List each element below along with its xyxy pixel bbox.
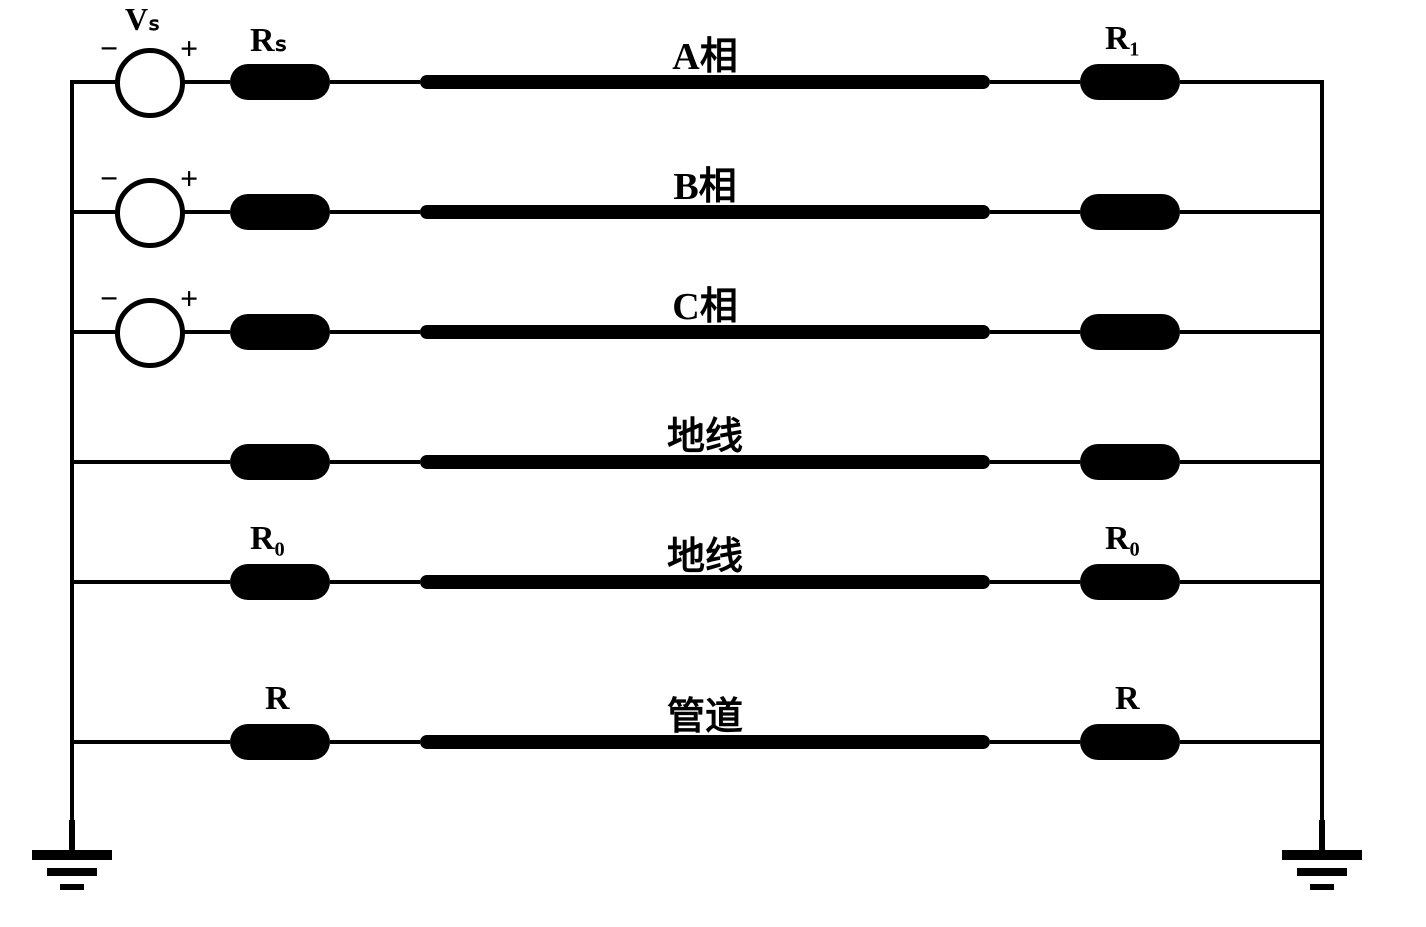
resistor-gw1-right xyxy=(1080,444,1180,480)
left-ground-icon xyxy=(32,820,112,900)
resistor-pipe-left xyxy=(230,724,330,760)
line-c-label: C相 xyxy=(605,275,805,330)
wire-pipe-4 xyxy=(990,740,1080,744)
right-ground-stem xyxy=(1320,780,1324,820)
wire-b-5 xyxy=(1180,210,1324,214)
wire-c-3 xyxy=(330,330,420,334)
wire-b-left xyxy=(70,210,120,214)
wire-b-3 xyxy=(330,210,420,214)
resistor-c-right xyxy=(1080,314,1180,350)
wire-c-4 xyxy=(990,330,1080,334)
wire-gw1-left xyxy=(70,460,230,464)
wire-pipe-3 xyxy=(330,740,420,744)
resistor-gw2-right xyxy=(1080,564,1180,600)
line-gw1-label: 地线 xyxy=(605,405,805,460)
resistor-pipe-right xyxy=(1080,724,1180,760)
wire-pipe-left xyxy=(70,740,230,744)
resistor-a-left xyxy=(230,64,330,100)
wire-pipe-5 xyxy=(1180,740,1324,744)
polarity-a-plus: + xyxy=(180,30,198,67)
wire-gw2-left xyxy=(70,580,230,584)
line-b-label: B相 xyxy=(605,155,805,210)
wire-a-4 xyxy=(990,80,1080,84)
resistor-gw2-right-label: R₀ xyxy=(1105,520,1140,558)
wire-a-2 xyxy=(180,80,230,84)
wire-c-2 xyxy=(180,330,230,334)
source-a-label: Vₛ xyxy=(125,0,160,38)
wire-c-left xyxy=(70,330,120,334)
polarity-a-minus: − xyxy=(100,30,118,67)
line-pipe-label: 管道 xyxy=(605,685,805,740)
line-a-label: A相 xyxy=(605,25,805,80)
circuit-diagram: − + Vₛ Rₛ A相 R₁ − + B相 − + xyxy=(50,40,1376,887)
resistor-pipe-right-label: R xyxy=(1115,680,1140,718)
source-a xyxy=(115,48,185,118)
wire-gw1-4 xyxy=(990,460,1080,464)
wire-a-3 xyxy=(330,80,420,84)
resistor-a-right xyxy=(1080,64,1180,100)
wire-gw2-5 xyxy=(1180,580,1324,584)
wire-gw1-3 xyxy=(330,460,420,464)
polarity-c-minus: − xyxy=(100,280,118,317)
resistor-gw2-left xyxy=(230,564,330,600)
wire-gw1-5 xyxy=(1180,460,1324,464)
source-b xyxy=(115,178,185,248)
wire-a-5 xyxy=(1180,80,1324,84)
resistor-pipe-left-label: R xyxy=(265,680,290,718)
wire-gw2-4 xyxy=(990,580,1080,584)
resistor-a-left-label: Rₛ xyxy=(250,20,287,60)
right-ground-icon xyxy=(1282,820,1362,900)
wire-c-5 xyxy=(1180,330,1324,334)
wire-b-2 xyxy=(180,210,230,214)
left-ground-stem xyxy=(70,780,74,820)
polarity-b-minus: − xyxy=(100,160,118,197)
resistor-b-right xyxy=(1080,194,1180,230)
resistor-gw1-left xyxy=(230,444,330,480)
line-gw2-label: 地线 xyxy=(605,525,805,580)
wire-gw2-3 xyxy=(330,580,420,584)
wire-b-4 xyxy=(990,210,1080,214)
source-c xyxy=(115,298,185,368)
resistor-b-left xyxy=(230,194,330,230)
resistor-c-left xyxy=(230,314,330,350)
polarity-c-plus: + xyxy=(180,280,198,317)
right-bus xyxy=(1320,80,1324,780)
polarity-b-plus: + xyxy=(180,160,198,197)
left-bus xyxy=(70,80,74,780)
wire-a-left xyxy=(70,80,120,84)
resistor-a-right-label: R₁ xyxy=(1105,20,1140,58)
resistor-gw2-left-label: R₀ xyxy=(250,520,285,558)
